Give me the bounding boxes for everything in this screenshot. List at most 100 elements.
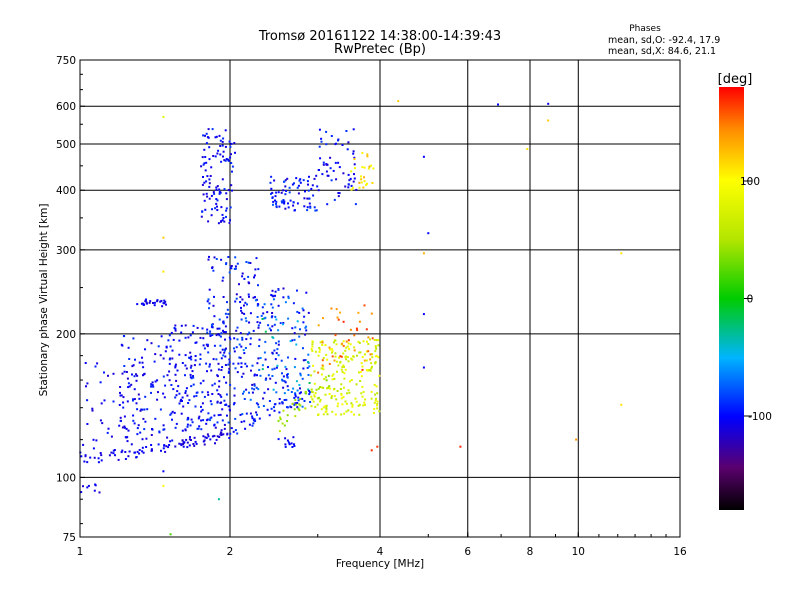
- data-point: [261, 368, 264, 371]
- data-point: [248, 331, 251, 334]
- data-point: [354, 397, 357, 400]
- data-point: [135, 379, 138, 382]
- data-point: [329, 167, 332, 170]
- data-point: [217, 333, 220, 335]
- data-point: [243, 420, 246, 423]
- data-point: [164, 450, 167, 453]
- data-point: [275, 202, 277, 205]
- data-point: [322, 317, 324, 320]
- data-point: [255, 402, 258, 405]
- data-point: [206, 418, 209, 421]
- data-point: [221, 348, 224, 351]
- data-point: [271, 325, 274, 328]
- data-point: [374, 346, 377, 349]
- data-point: [281, 201, 284, 204]
- data-point: [325, 404, 328, 407]
- data-point: [228, 271, 231, 274]
- data-point: [234, 267, 237, 270]
- data-point: [348, 391, 351, 394]
- data-point: [283, 202, 286, 205]
- data-point: [349, 343, 352, 346]
- data-point: [258, 338, 261, 341]
- data-point: [374, 350, 377, 353]
- data-point: [160, 335, 163, 338]
- data-point: [180, 324, 183, 327]
- data-point: [358, 403, 361, 406]
- data-point: [274, 290, 277, 293]
- data-point: [347, 183, 350, 186]
- data-point: [345, 130, 348, 132]
- data-point: [376, 400, 379, 403]
- data-point: [293, 182, 295, 185]
- data-point: [233, 387, 236, 390]
- data-point: [154, 380, 157, 383]
- data-point: [526, 148, 529, 150]
- data-point: [271, 306, 274, 309]
- data-point: [376, 407, 379, 410]
- grid-lines: [80, 60, 680, 537]
- data-point: [142, 451, 145, 454]
- data-point: [186, 418, 189, 421]
- data-point: [361, 166, 364, 169]
- data-point: [143, 428, 146, 431]
- data-point: [216, 152, 219, 155]
- data-point: [205, 422, 208, 425]
- data-point: [222, 217, 225, 219]
- data-point: [215, 135, 218, 138]
- data-point: [152, 302, 154, 304]
- data-point: [184, 392, 187, 394]
- data-point: [265, 377, 268, 380]
- data-point: [264, 330, 267, 333]
- data-point: [228, 361, 231, 364]
- data-point: [234, 151, 236, 154]
- data-point: [307, 361, 309, 363]
- data-point: [308, 393, 311, 396]
- data-point: [255, 386, 258, 389]
- data-point: [294, 357, 297, 360]
- data-point: [191, 331, 194, 334]
- data-point: [374, 393, 377, 396]
- data-point: [242, 392, 244, 395]
- data-point: [296, 389, 299, 392]
- data-point: [182, 445, 185, 448]
- data-point: [139, 409, 142, 412]
- data-point: [238, 343, 241, 346]
- data-point: [301, 307, 304, 310]
- data-point: [200, 419, 203, 422]
- data-point: [271, 312, 274, 314]
- data-point: [216, 375, 219, 378]
- data-point: [218, 436, 221, 438]
- data-point: [94, 483, 97, 486]
- colorbar-gradient: [719, 87, 744, 510]
- data-point: [208, 363, 211, 366]
- data-point: [157, 391, 159, 394]
- data-point: [204, 134, 206, 137]
- x-axis-ticks: 1 2 4 6 8 10 16: [77, 532, 687, 558]
- data-point: [371, 365, 373, 368]
- data-point: [256, 321, 259, 324]
- data-point: [279, 416, 282, 419]
- data-point: [271, 368, 274, 371]
- data-point: [217, 498, 220, 501]
- data-point: [278, 411, 281, 414]
- data-point: [240, 375, 243, 378]
- data-point: [239, 356, 242, 359]
- data-point: [164, 300, 167, 303]
- data-point: [202, 419, 205, 422]
- data-point: [371, 337, 374, 340]
- data-point: [138, 449, 141, 451]
- data-point: [220, 332, 223, 335]
- data-point: [163, 428, 166, 431]
- data-point: [352, 150, 355, 153]
- data-point: [303, 400, 306, 402]
- data-point: [120, 394, 123, 397]
- data-point: [365, 359, 368, 362]
- data-point: [171, 357, 174, 360]
- data-point: [151, 428, 154, 431]
- data-point: [360, 175, 362, 178]
- data-point: [342, 320, 345, 323]
- data-point: [148, 301, 151, 304]
- data-point: [150, 434, 153, 436]
- data-point: [234, 256, 237, 259]
- data-point: [300, 391, 302, 394]
